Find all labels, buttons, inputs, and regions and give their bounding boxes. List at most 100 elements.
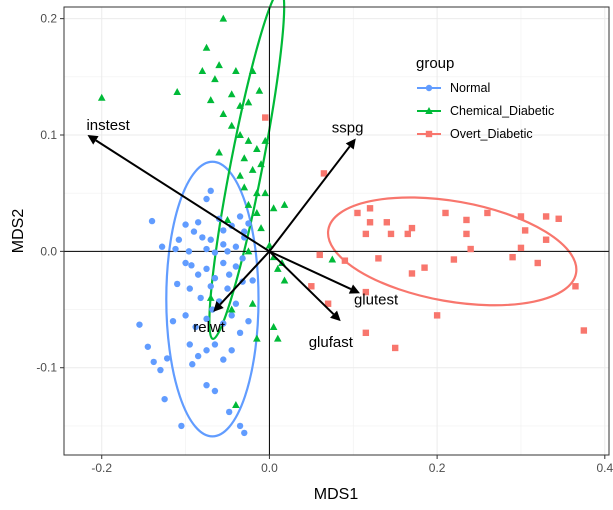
data-point-normal	[203, 381, 210, 389]
data-point-overt_diabetic	[450, 256, 458, 263]
data-point-chemical_diabetic	[244, 98, 253, 106]
data-point-normal	[203, 245, 210, 253]
data-point-normal	[182, 312, 189, 319]
data-point-normal	[186, 341, 193, 348]
data-point-normal	[203, 195, 210, 203]
data-point-chemical_diabetic	[240, 183, 249, 191]
ellipse-overt_diabetic	[326, 196, 578, 307]
data-point-chemical_diabetic	[227, 121, 236, 129]
data-point-overt_diabetic	[442, 209, 449, 217]
data-point-chemical_diabetic	[280, 276, 289, 284]
data-point-normal	[158, 243, 166, 250]
data-point-chemical_diabetic	[261, 189, 270, 197]
data-point-normal	[182, 221, 189, 228]
data-point-chemical_diabetic	[206, 293, 215, 301]
data-point-normal	[144, 343, 152, 350]
data-point-overt_diabetic	[521, 227, 529, 234]
data-point-overt_diabetic	[262, 114, 269, 121]
data-point-overt_diabetic	[542, 213, 550, 220]
legend-marker-chemical_diabetic	[425, 107, 433, 114]
data-point-normal	[225, 408, 233, 416]
data-point-chemical_diabetic	[248, 299, 257, 307]
data-point-normal	[211, 249, 219, 256]
data-point-chemical_diabetic	[253, 208, 261, 216]
data-point-chemical_diabetic	[261, 136, 270, 144]
vector-line-glufast	[268, 250, 335, 315]
y-tick-label: 0.2	[40, 12, 57, 26]
data-point-chemical_diabetic	[253, 334, 261, 342]
vector-label-sspg: sspg	[332, 119, 364, 136]
data-point-overt_diabetic	[408, 270, 416, 277]
data-point-normal	[207, 187, 214, 195]
data-point-normal	[199, 234, 206, 241]
data-point-normal	[175, 236, 183, 243]
vector-label-instest: instest	[86, 117, 130, 134]
data-point-normal	[203, 347, 210, 354]
vector-label-glutest: glutest	[354, 291, 399, 308]
vector-arrowhead-relwt	[213, 301, 224, 312]
x-tick-label: -0.2	[91, 461, 112, 475]
data-point-chemical_diabetic	[227, 305, 236, 313]
vector-label-glufast: glufast	[309, 334, 354, 351]
data-point-chemical_diabetic	[202, 43, 211, 51]
data-point-chemical_diabetic	[97, 93, 106, 101]
data-point-overt_diabetic	[383, 219, 391, 226]
legend: group Normal Chemical_Diabetic Overt_Diabe…	[416, 55, 554, 141]
data-point-normal	[236, 422, 244, 430]
data-point-normal	[207, 283, 214, 290]
data-point-chemical_diabetic	[215, 148, 223, 156]
loading-vectors: instest sspg relwt glutest glufast	[86, 117, 399, 351]
data-point-overt_diabetic	[517, 244, 525, 252]
data-point-overt_diabetic	[362, 230, 370, 238]
data-point-chemical_diabetic	[255, 86, 264, 94]
data-point-chemical_diabetic	[219, 110, 228, 118]
data-point-normal	[203, 265, 210, 273]
y-tick-label: 0.1	[40, 128, 57, 142]
x-tick-label: 0.2	[429, 461, 446, 475]
ellipse-chemical_diabetic	[208, 0, 286, 340]
data-point-overt_diabetic	[375, 255, 382, 262]
vector-line-relwt	[219, 250, 271, 306]
data-point-normal	[188, 262, 195, 269]
data-point-normal	[136, 321, 143, 328]
vector-arrowhead-glutest	[348, 284, 360, 294]
data-point-chemical_diabetic	[206, 96, 215, 104]
vector-arrowhead-instest	[87, 135, 99, 145]
data-point-overt_diabetic	[467, 245, 474, 253]
data-point-normal	[239, 255, 246, 262]
data-points	[97, 14, 588, 437]
vector-line-instest	[95, 139, 270, 253]
data-point-normal	[203, 315, 210, 323]
data-point-normal	[220, 259, 227, 267]
legend-marker-normal	[425, 84, 433, 92]
group-ellipses	[165, 0, 578, 438]
data-point-chemical_diabetic	[257, 224, 265, 232]
data-point-chemical_diabetic	[248, 67, 257, 74]
data-point-normal	[194, 271, 202, 278]
data-point-chemical_diabetic	[257, 160, 265, 168]
data-point-chemical_diabetic	[215, 61, 223, 69]
data-point-normal	[224, 285, 231, 292]
data-point-normal	[220, 227, 227, 234]
data-point-normal	[189, 361, 196, 368]
data-point-normal	[211, 341, 219, 348]
data-point-normal	[232, 243, 240, 250]
data-point-normal	[163, 355, 171, 362]
data-point-chemical_diabetic	[253, 189, 261, 197]
data-point-normal	[232, 263, 240, 270]
data-point-overt_diabetic	[572, 283, 579, 290]
data-point-normal	[173, 280, 181, 288]
panel-border	[63, 6, 610, 456]
data-point-normal	[207, 236, 214, 243]
data-point-chemical_diabetic	[244, 247, 253, 255]
legend-label-overt_diabetic: Overt_Diabetic	[450, 127, 533, 141]
data-point-overt_diabetic	[542, 236, 550, 243]
vector-line-glutest	[269, 250, 352, 290]
data-point-normal	[192, 323, 199, 331]
data-point-normal	[245, 220, 252, 227]
data-point-normal	[224, 248, 231, 255]
data-point-overt_diabetic	[366, 219, 374, 226]
x-tick-label: 0.4	[596, 461, 613, 475]
data-point-overt_diabetic	[341, 257, 349, 264]
data-point-chemical_diabetic	[198, 67, 207, 74]
